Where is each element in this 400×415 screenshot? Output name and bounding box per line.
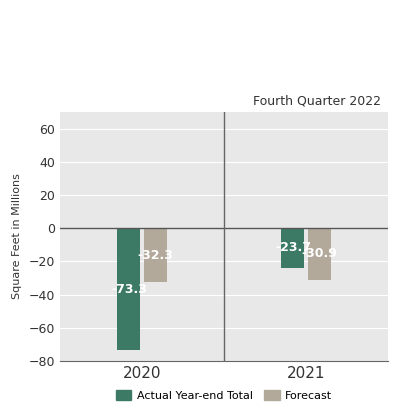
Text: U.S. Markets, Annual Net Absorption: U.S. Markets, Annual Net Absorption — [16, 67, 243, 80]
Y-axis label: Square Feet in Millions: Square Feet in Millions — [12, 173, 22, 300]
Text: Fourth Quarter 2022: Fourth Quarter 2022 — [254, 94, 382, 107]
Bar — [144, 228, 166, 282]
Bar — [281, 228, 304, 268]
Text: FIGURE 2: FIGURE 2 — [16, 7, 64, 17]
Bar — [118, 228, 140, 350]
Text: -73.3: -73.3 — [111, 283, 147, 295]
Legend: Actual Year-end Total, Forecast: Actual Year-end Total, Forecast — [111, 386, 337, 405]
Text: The NAIOP Office Space Demand Forecast: The NAIOP Office Space Demand Forecast — [16, 30, 375, 45]
Text: -32.3: -32.3 — [137, 249, 173, 261]
Text: -23.7: -23.7 — [275, 242, 311, 254]
Text: -30.9: -30.9 — [301, 247, 337, 260]
Bar — [308, 228, 330, 280]
